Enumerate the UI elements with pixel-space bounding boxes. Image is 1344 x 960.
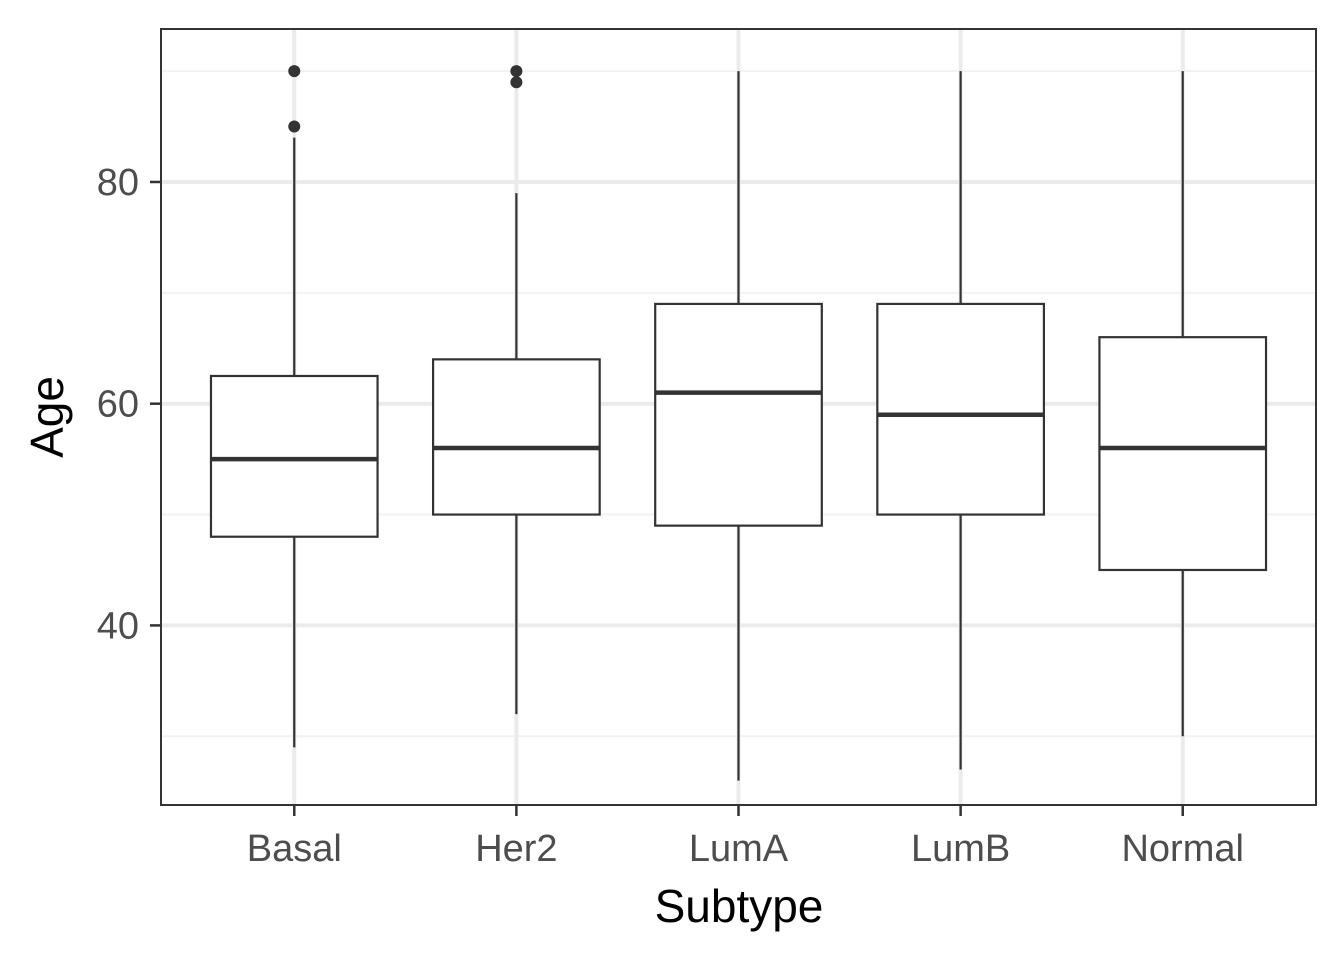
- outlier-point: [288, 65, 301, 78]
- box-iqr: [209, 374, 379, 538]
- x-tick-label: LumB: [911, 828, 1010, 870]
- y-tick-label: 60: [97, 384, 139, 426]
- box-iqr: [1098, 336, 1268, 572]
- x-tick-label: Basal: [247, 828, 342, 870]
- outlier-point: [288, 120, 301, 133]
- box-basal: [209, 65, 379, 748]
- x-axis-title: Subtype: [655, 880, 824, 932]
- outlier-point: [510, 76, 523, 89]
- x-tick-label: Normal: [1121, 828, 1243, 870]
- y-axis-title: Age: [21, 376, 73, 458]
- box-normal: [1098, 71, 1268, 737]
- outlier-point: [510, 65, 523, 78]
- boxes: [209, 65, 1268, 781]
- box-iqr: [431, 358, 601, 516]
- x-tick-label: LumA: [689, 828, 789, 870]
- box-iqr: [876, 302, 1046, 516]
- y-tick-label: 40: [97, 605, 139, 647]
- axes: 40 60 80 Basal Her2 LumA LumB Normal: [97, 162, 1244, 870]
- box-her2: [431, 65, 601, 715]
- x-tick-label: Her2: [475, 828, 557, 870]
- box-iqr: [654, 302, 823, 527]
- box-luma: [654, 71, 823, 781]
- y-tick-label: 80: [97, 162, 139, 204]
- box-lumb: [876, 71, 1046, 770]
